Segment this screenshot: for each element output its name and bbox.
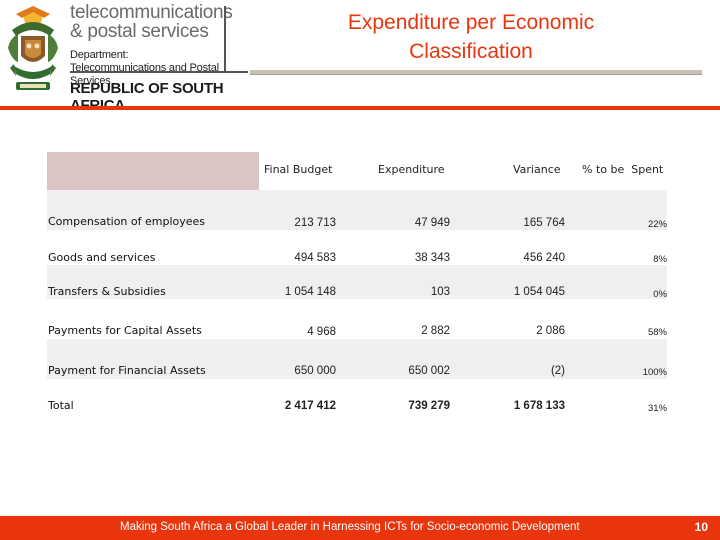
slide-title-line-2: Classification: [409, 40, 533, 63]
cell-pct: 8%: [653, 254, 667, 265]
row-label: Transfers & Subsidies: [48, 285, 166, 298]
cell-final-budget: 494 583: [294, 252, 336, 264]
brand-line-2: & postal services: [70, 21, 209, 42]
cell-final-budget: 650 000: [294, 365, 336, 377]
row-label: Goods and services: [48, 251, 156, 264]
brand-line-1: telecommunications: [70, 2, 233, 23]
slide-title: Expenditure per Economic Classification: [300, 8, 642, 66]
logo-divider-horizontal: [70, 71, 248, 73]
cell-variance: 165 764: [523, 217, 565, 229]
title-underline: [250, 70, 702, 75]
table-row: Goods and services 494 583 38 343 456 24…: [47, 230, 667, 265]
brand-wordmark: telecommunications & postal services: [70, 3, 233, 41]
department-logo: telecommunications & postal services Dep…: [0, 0, 250, 114]
table-row-total: Total 2 417 412 739 279 1 678 133 31%: [47, 379, 667, 415]
footer-bar: Making South Africa a Global Leader in H…: [0, 516, 720, 540]
cell-pct: 0%: [653, 289, 667, 300]
cell-variance: 1 054 045: [513, 286, 565, 298]
cell-variance: (2): [550, 365, 565, 377]
row-label: Total: [48, 399, 74, 412]
dept-label: Department:: [70, 49, 129, 61]
cell-variance: 456 240: [523, 252, 565, 264]
cell-expenditure: 650 002: [408, 365, 450, 377]
table-row: Compensation of employees 213 713 47 949…: [47, 190, 667, 230]
footer-tagline: Making South Africa a Global Leader in H…: [120, 521, 580, 533]
coat-of-arms-icon: [8, 6, 58, 90]
cell-expenditure: 2 882: [421, 325, 450, 337]
slide-title-line-1: Expenditure per Economic: [347, 11, 595, 34]
cell-expenditure: 38 343: [414, 252, 450, 264]
cell-final-budget: 4 968: [307, 326, 336, 338]
row-label: Payments for Capital Assets: [48, 324, 202, 337]
cell-variance: 2 086: [536, 325, 565, 337]
logo-divider-vertical: [224, 6, 226, 72]
cell-expenditure: 739 279: [408, 400, 450, 412]
page-number: 10: [694, 520, 708, 534]
row-label: Payment for Financial Assets: [48, 364, 206, 377]
cell-expenditure: 103: [430, 286, 450, 298]
cell-expenditure: 47 949: [414, 217, 450, 229]
col-pct-to-spend: % to be Spent: [582, 163, 664, 176]
row-label: Compensation of employees: [48, 215, 206, 228]
cell-final-budget: 213 713: [294, 217, 336, 229]
cell-pct: 31%: [647, 403, 667, 414]
col-expenditure: Expenditure: [378, 163, 445, 176]
table-row: Transfers & Subsidies 1 054 148 103 1 05…: [47, 265, 667, 300]
cell-final-budget: 2 417 412: [284, 400, 336, 412]
cell-pct: 22%: [647, 219, 667, 230]
cell-pct: 58%: [647, 327, 667, 338]
header-rule: [0, 106, 720, 110]
cell-final-budget: 1 054 148: [284, 286, 336, 298]
cell-pct: 100%: [642, 367, 667, 378]
table-header-band: [47, 152, 667, 190]
col-final-budget: Final Budget: [264, 163, 333, 176]
cell-variance: 1 678 133: [513, 400, 565, 412]
table-row: Payment for Financial Assets 650 000 650…: [47, 339, 667, 379]
table-row: Payments for Capital Assets 4 968 2 882 …: [47, 299, 667, 339]
col-variance: Variance: [513, 163, 561, 176]
